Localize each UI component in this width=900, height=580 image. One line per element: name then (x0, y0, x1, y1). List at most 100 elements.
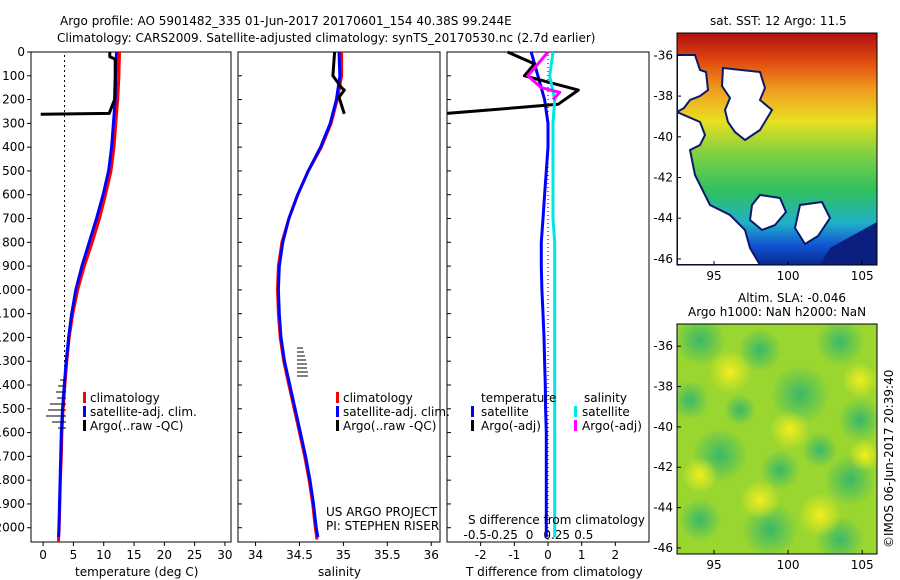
depth-tick-label: 300 (2, 116, 25, 130)
legend-swatch-climatology (336, 392, 339, 403)
series-line-climatology (57, 51, 121, 542)
legend-swatch-sal-argo (574, 420, 577, 431)
sla-blob (770, 410, 810, 450)
sst-map-lat-tick-label: -42 (653, 170, 673, 184)
series-line-salinity-argo-adj- (526, 51, 562, 101)
sla-map-lat-tick-label: -36 (653, 339, 673, 353)
sst-map-lon-tick-label: 100 (777, 269, 800, 283)
depth-tick-label: 1600 (0, 426, 25, 440)
temperature-x-tick-label: 30 (217, 548, 232, 562)
salinity-legend: climatology satellite-adj. clim. Argo(..… (336, 391, 450, 433)
temperature-x-tick-label: 0 (39, 548, 47, 562)
sst-map-title: sat. SST: 12 Argo: 11.5 (710, 14, 847, 28)
sla-map-axes: -36 -38 -40 -42 -44 -46 95 100 105 (653, 339, 873, 572)
sla-map-lat-tick-label: -44 (653, 501, 673, 515)
legend-swatch-sal-satellite (574, 406, 577, 417)
sla-blob (802, 432, 838, 468)
sst-map-lon-tick-label: 95 (706, 269, 721, 283)
sla-blob (816, 324, 864, 366)
sla-map-lon-tick-label: 105 (851, 558, 874, 572)
salinity-x-tick-label: 34.5 (286, 548, 313, 562)
legend-swatch-temp-satellite (471, 406, 474, 417)
depth-tick-label: 700 (2, 212, 25, 226)
sla-map-lon-tick-label: 95 (706, 558, 721, 572)
sla-blob (708, 350, 752, 394)
project-note-line2: PI: STEPHEN RISER (326, 519, 439, 533)
difference-top-axis-label: S difference from climatology (468, 513, 645, 527)
depth-tick-label: 200 (2, 93, 25, 107)
depth-tick-label: 2000 (0, 521, 25, 535)
depth-tick-label: 1000 (0, 283, 25, 297)
legend-swatch-temp-argo (471, 420, 474, 431)
depth-tick-label: 100 (2, 69, 25, 83)
sst-map-lat-tick-label: -40 (653, 130, 673, 144)
salinity-series (276, 51, 346, 540)
legend-title-temperature: temperature (481, 391, 556, 405)
series-line-salinity-satellite (548, 51, 557, 538)
sst-land-mask (677, 54, 832, 265)
depth-tick-label: 500 (2, 164, 25, 178)
depth-tick-label: 900 (2, 259, 25, 273)
depth-tick-label: 1700 (0, 449, 25, 463)
sla-blob (682, 457, 718, 493)
series-line-temperature-satellite (529, 51, 550, 538)
salinity-x-axis: 34 34.5 35 35.5 36 (248, 542, 439, 562)
legend-label-temp-satellite: satellite (481, 405, 529, 419)
salinity-x-tick-label: 35.5 (374, 548, 401, 562)
sla-anomaly-blobs (677, 324, 877, 554)
sst-map-lat-tick-label: -44 (653, 211, 673, 225)
sla-map-lon-tick-label: 100 (777, 558, 800, 572)
series-line-climatology (276, 52, 344, 540)
salinity-difference-tick-label: -0.5 (464, 528, 487, 542)
difference-axis-label: T difference from climatology (465, 565, 643, 579)
sst-cold-pool (820, 222, 877, 265)
legend-label-climatology: climatology (90, 391, 160, 405)
sst-map-lon-tick-label: 105 (851, 269, 874, 283)
sla-blob (838, 398, 877, 442)
difference-x-tick-label: -1 (508, 548, 520, 562)
difference-x-axis: -2 -1 0 1 2 (475, 542, 619, 562)
legend-title-salinity: salinity (584, 391, 627, 405)
depth-tick-label: 1400 (0, 378, 25, 392)
difference-x-tick-label: -2 (475, 548, 487, 562)
series-line-temperature-argo-adj- (446, 50, 580, 115)
temperature-series (40, 51, 121, 542)
series-line-argo-raw-qc- (331, 51, 346, 115)
difference-legend: temperature salinity satellite Argo(-adj… (471, 391, 642, 433)
sst-map-frame (676, 32, 878, 266)
temperature-x-axis: 0 5 10 15 20 25 30 (39, 542, 233, 562)
legend-label-climatology: climatology (343, 391, 413, 405)
salinity-x-tick-label: 36 (424, 548, 439, 562)
depth-tick-label: 1900 (0, 497, 25, 511)
depth-tick-label: 400 (2, 140, 25, 154)
depth-axis: 0 100 200 300 400 500 600 700 800 900 1000 1100 1200… (0, 45, 451, 535)
difference-series (446, 50, 580, 538)
legend-swatch-climatology (83, 392, 86, 403)
sla-blob (724, 394, 756, 426)
sla-map-lat-tick-label: -40 (653, 420, 673, 434)
salinity-panel-frame (237, 51, 441, 543)
sst-map-lat-tick-label: -36 (653, 48, 673, 62)
sla-blob (849, 439, 877, 471)
sst-map-axes: -36 -38 -40 -42 -44 -46 95 100 105 (653, 48, 873, 283)
difference-x-tick-label: 2 (612, 548, 620, 562)
salinity-axis-label: salinity (318, 565, 361, 579)
sla-map (677, 324, 877, 554)
sla-map-lat-tick-label: -46 (653, 541, 673, 555)
salinity-difference-tick-label: 0 (526, 528, 534, 542)
temperature-x-tick-label: 15 (126, 548, 141, 562)
sla-map-lat-tick-label: -42 (653, 460, 673, 474)
legend-label-argo: Argo(..raw -QC) (90, 419, 183, 433)
sla-blob (760, 450, 800, 490)
difference-x-tick-label: 0 (544, 548, 552, 562)
difference-x-tick-label: 1 (578, 548, 586, 562)
imos-watermark: ©IMOS 06-Jun-2017 20:39:40 (882, 370, 896, 548)
temperature-panel-frame (30, 51, 232, 543)
temperature-axis-label: temperature (deg C) (75, 565, 198, 579)
sla-blob (677, 324, 726, 366)
legend-swatch-argo (336, 420, 339, 431)
depth-tick-label: 1200 (0, 330, 25, 344)
temperature-x-tick-label: 5 (70, 548, 78, 562)
depth-tick-label: 600 (2, 188, 25, 202)
